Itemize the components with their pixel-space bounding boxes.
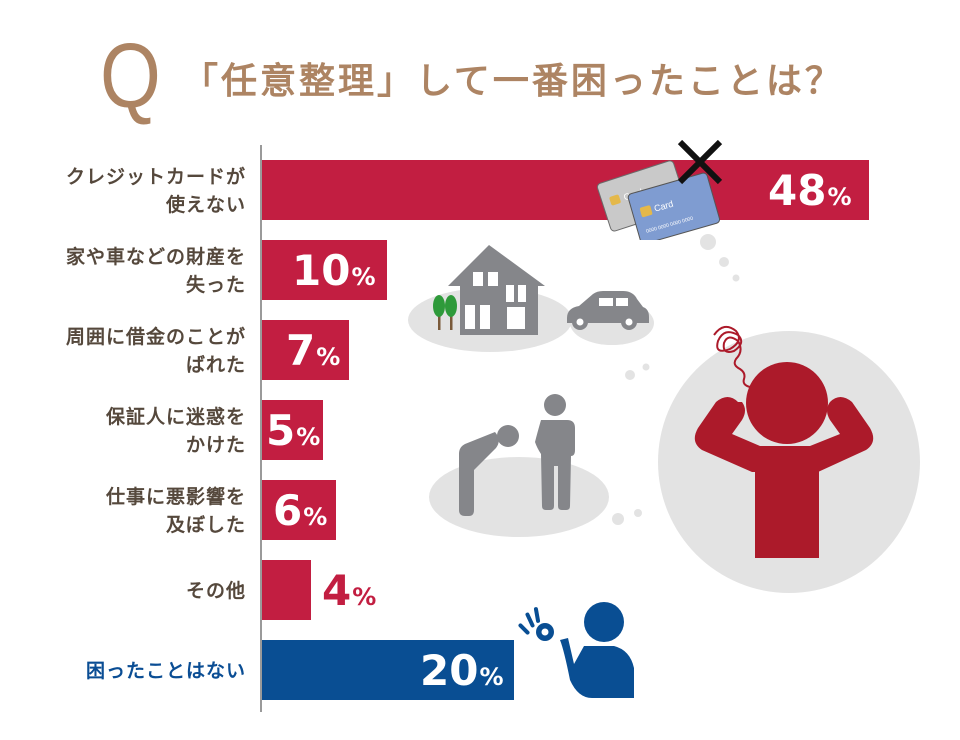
- bar-credit-card: [262, 160, 869, 220]
- value-label: 7%: [286, 326, 341, 375]
- category-label: 仕事に悪影響を 及ぼした: [105, 486, 246, 536]
- bar-other: [262, 560, 311, 620]
- bar-work-impact: [262, 480, 336, 540]
- value-label: 4%: [322, 566, 377, 615]
- category-label: その他: [185, 580, 246, 602]
- scribble-icon: [713, 325, 751, 388]
- category-label: 困ったことはない: [85, 660, 246, 682]
- page-title: 「任意整理」して一番困ったことは？: [182, 61, 844, 102]
- car-icon: [567, 291, 649, 330]
- category-label: 保証人に迷惑を かけた: [105, 406, 246, 456]
- credit-cards-icon: Card Card 0000 0000 0000 0000: [596, 140, 723, 240]
- y-axis-line: [260, 145, 262, 712]
- value-label: 5%: [266, 406, 321, 455]
- frustrated-person-icon: [694, 362, 874, 558]
- value-label: 10%: [292, 246, 376, 295]
- ok-gesture-person-icon: [518, 602, 634, 698]
- bowing-people-icon: [459, 394, 575, 516]
- bar-guarantor: [262, 400, 323, 460]
- bar-debt-exposed: [262, 320, 349, 380]
- q-mark: Q: [100, 25, 161, 127]
- x-mark-icon: [677, 140, 723, 185]
- category-label: 周囲に借金のことが ばれた: [65, 326, 246, 376]
- category-label: クレジットカードが 使えない: [65, 166, 246, 216]
- tree-icon: [433, 295, 457, 330]
- bar-lost-property: [262, 240, 387, 300]
- house-icon: [448, 245, 545, 335]
- category-label: 家や車などの財産を 失った: [65, 246, 246, 296]
- value-label: 6%: [273, 486, 328, 535]
- bar-no-trouble: [262, 640, 514, 700]
- value-label: 48%: [768, 166, 852, 215]
- value-label: 20%: [420, 646, 504, 695]
